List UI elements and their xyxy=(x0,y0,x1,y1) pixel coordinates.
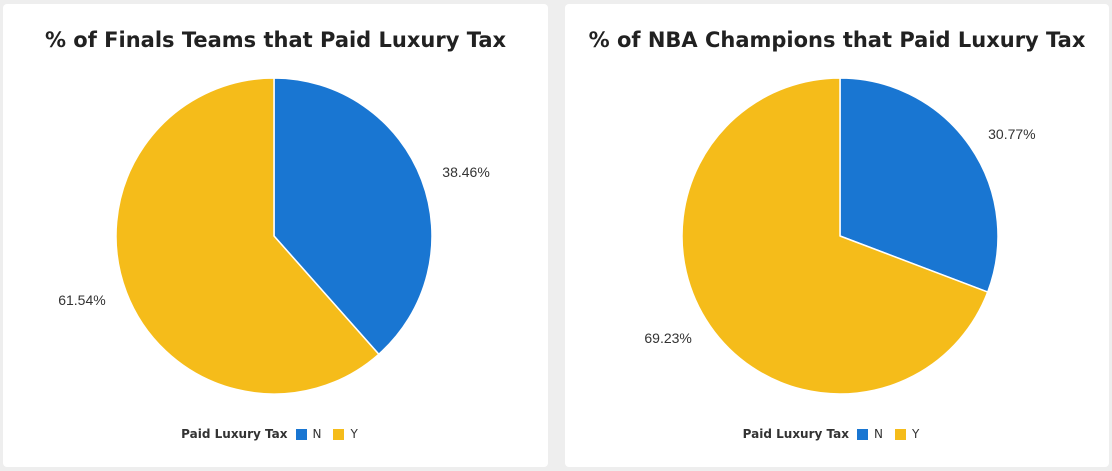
legend-label-n: N xyxy=(874,427,883,441)
pie-slice-y[interactable] xyxy=(681,77,989,395)
legend-item-y[interactable]: Y xyxy=(894,427,920,441)
pie-slice-n[interactable] xyxy=(839,77,999,293)
legend-label-y: Y xyxy=(350,427,358,441)
chart-title: % of NBA Champions that Paid Luxury Tax xyxy=(588,28,1086,52)
legend-swatch-n xyxy=(295,428,307,440)
legend-title: Paid Luxury Tax xyxy=(181,427,288,441)
legend-item-y[interactable]: Y xyxy=(333,427,358,441)
legend-swatch-y xyxy=(333,428,345,440)
legend-title: Paid Luxury Tax xyxy=(742,427,849,441)
chart-title: % of Finals Teams that Paid Luxury Tax xyxy=(44,28,507,52)
finals-teams-pie-chart: 38.46% 61.54% xyxy=(58,77,490,395)
slice-label-n: 38.46% xyxy=(442,164,489,180)
slice-label-n: 30.77% xyxy=(988,126,1035,142)
slice-label-y: 69.23% xyxy=(644,330,691,346)
chart-legend: Paid Luxury Tax N Y xyxy=(3,427,548,441)
legend-label-y: Y xyxy=(911,427,920,441)
legend-item-n[interactable]: N xyxy=(857,427,883,441)
legend-swatch-n xyxy=(857,428,868,440)
nba-champions-chart-card: % of NBA Champions that Paid Luxury Tax … xyxy=(565,4,1109,467)
slice-label-y: 61.54% xyxy=(58,292,105,308)
legend-label-n: N xyxy=(312,427,322,441)
pie-slice-y[interactable] xyxy=(115,77,380,395)
legend-swatch-y xyxy=(894,428,906,440)
legend-item-n[interactable]: N xyxy=(295,427,322,441)
chart-legend: Paid Luxury Tax N Y xyxy=(565,427,1109,441)
pie-slice-n[interactable] xyxy=(273,77,433,356)
finals-teams-chart-card: % of Finals Teams that Paid Luxury Tax 3… xyxy=(3,4,548,467)
nba-champions-pie-chart: 30.77% 69.23% xyxy=(644,77,1036,395)
